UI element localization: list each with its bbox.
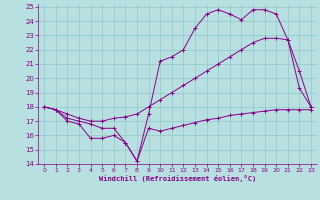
X-axis label: Windchill (Refroidissement éolien,°C): Windchill (Refroidissement éolien,°C) bbox=[99, 175, 256, 182]
